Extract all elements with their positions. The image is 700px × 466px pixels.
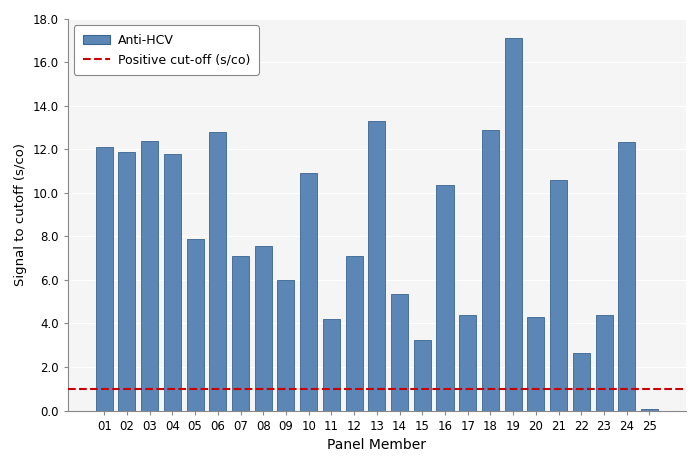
Bar xyxy=(255,246,272,411)
Bar xyxy=(596,315,612,411)
Bar xyxy=(118,151,136,411)
Bar xyxy=(232,256,249,411)
Bar xyxy=(141,141,158,411)
Bar xyxy=(164,154,181,411)
Bar xyxy=(368,121,386,411)
Bar xyxy=(346,256,363,411)
Y-axis label: Signal to cutoff (s/co): Signal to cutoff (s/co) xyxy=(14,143,27,286)
Bar xyxy=(459,315,476,411)
Legend: Anti-HCV, Positive cut-off (s/co): Anti-HCV, Positive cut-off (s/co) xyxy=(74,25,259,75)
Bar xyxy=(391,294,408,411)
Bar xyxy=(505,39,522,411)
Bar xyxy=(209,132,226,411)
Bar xyxy=(618,142,636,411)
Bar xyxy=(482,130,499,411)
Bar xyxy=(414,340,430,411)
Bar xyxy=(527,317,545,411)
Bar xyxy=(573,353,590,411)
Bar xyxy=(437,185,454,411)
Bar xyxy=(300,173,317,411)
Bar xyxy=(277,280,295,411)
Bar xyxy=(187,239,204,411)
X-axis label: Panel Member: Panel Member xyxy=(328,438,426,452)
Bar xyxy=(96,147,113,411)
Bar xyxy=(323,319,340,411)
Bar xyxy=(550,180,567,411)
Bar xyxy=(641,409,658,411)
